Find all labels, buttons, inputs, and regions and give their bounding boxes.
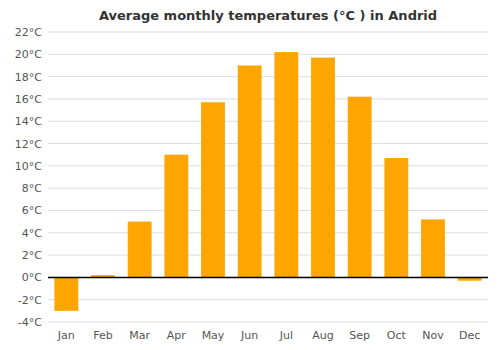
chart-title: Average monthly temperatures (°C ) in An… [99, 8, 437, 23]
x-tick-label: Sep [349, 329, 370, 342]
y-tick-label: 0°C [22, 271, 42, 284]
x-tick-label: Nov [422, 329, 444, 342]
x-tick-label: Oct [387, 329, 407, 342]
grid-line [48, 121, 488, 122]
bar [348, 97, 372, 278]
x-tick-label: Dec [459, 329, 480, 342]
x-tick-label: Jul [279, 329, 293, 342]
grid-line [48, 143, 488, 144]
y-tick-label: 6°C [22, 204, 42, 217]
y-tick-label: 16°C [15, 93, 42, 106]
grid-line [48, 98, 488, 99]
grid-line [48, 165, 488, 166]
x-tick-label: Jun [240, 329, 258, 342]
grid-line [48, 188, 488, 189]
y-tick-label: 18°C [15, 71, 42, 84]
y-axis: -4°C -2°C 0°C 2°C 4°C 6°C 8°C 10°C 12°C 14°C 16°C 1… [15, 26, 42, 329]
bar [164, 155, 188, 278]
y-grid [48, 32, 488, 322]
bar [384, 158, 408, 277]
y-tick-label: 8°C [22, 182, 42, 195]
bar [201, 102, 225, 277]
bar [274, 52, 298, 277]
y-tick-label: 12°C [15, 138, 42, 151]
bar [238, 65, 262, 277]
y-tick-label: 14°C [15, 115, 42, 128]
bar [311, 58, 335, 278]
grid-line [48, 32, 488, 33]
chart-svg: Average monthly temperatures (°C ) in An… [0, 0, 500, 350]
grid-line [48, 54, 488, 55]
x-tick-label: Feb [93, 329, 112, 342]
x-tick-label: Aug [312, 329, 333, 342]
grid-line [48, 210, 488, 211]
x-tick-label: Apr [167, 329, 187, 342]
zero-line [48, 277, 488, 279]
x-axis: Jan Feb Mar Apr May Jun Jul Aug Sep Oct Nov Dec [57, 329, 480, 342]
y-tick-label: 2°C [22, 249, 42, 262]
chart-container: Average monthly temperatures (°C ) in An… [0, 0, 500, 350]
y-tick-label: 22°C [15, 26, 42, 39]
y-tick-label: 10°C [15, 160, 42, 173]
x-tick-label: Mar [129, 329, 150, 342]
bar [128, 222, 152, 278]
y-tick-label: 4°C [22, 227, 42, 240]
x-tick-label: May [202, 329, 225, 342]
bar [54, 277, 78, 310]
grid-line [48, 322, 488, 323]
bars [48, 52, 488, 311]
grid-line [48, 76, 488, 77]
y-tick-label: -4°C [18, 316, 42, 329]
x-tick-label: Jan [57, 329, 75, 342]
y-tick-label: 20°C [15, 48, 42, 61]
grid-line [48, 277, 488, 278]
bar [421, 219, 445, 277]
grid-line [48, 299, 488, 300]
y-tick-label: -2°C [18, 294, 42, 307]
